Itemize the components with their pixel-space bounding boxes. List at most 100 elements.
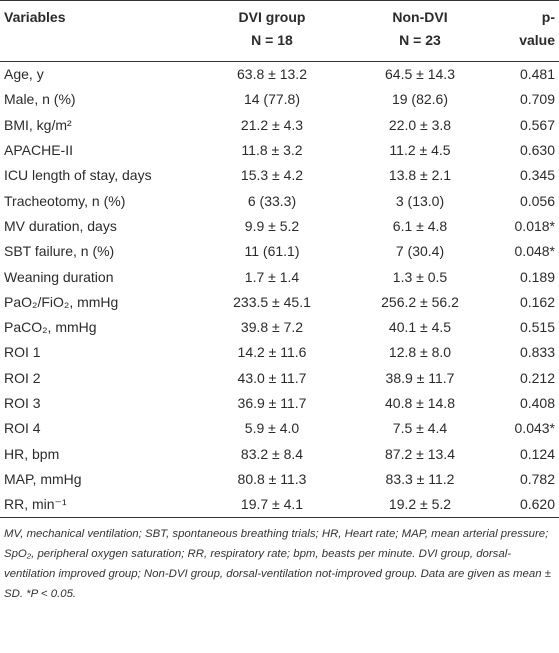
table-cell: 11.8 ± 3.2	[241, 142, 303, 159]
table-cell: 7 (30.4)	[395, 243, 445, 260]
table-cell: 19.7 ± 4.1	[240, 496, 304, 513]
table-cell: 0.162	[519, 293, 555, 310]
table-cell: 0.782	[519, 470, 555, 487]
table-cell: 0.408	[519, 395, 555, 411]
table-cell: 7.5 ± 4.4	[392, 420, 448, 437]
table-cell: 19 (82.6)	[391, 91, 449, 108]
table-cell: 5.9 ± 4.0	[244, 420, 300, 437]
table-cell: 1.7 ± 1.4	[244, 268, 300, 285]
table-cell: 19.2 ± 5.2	[388, 496, 452, 513]
table-footnote: MV, mechanical ventilation; SBT, spontan…	[4, 528, 551, 601]
table-row: Age, y 63.8 ± 13.2 64.5 ± 14.3 0.481	[0, 62, 559, 88]
table-cell: PaO₂/FiO₂, mmHg	[4, 293, 119, 310]
table-cell: HR, bpm	[4, 445, 60, 462]
table-cell: ROI 3	[4, 395, 41, 411]
table-cell: 83.3 ± 11.2	[385, 470, 455, 487]
table-row: MAP, mmHg 80.8 ± 11.3 83.3 ± 11.2 0.782	[0, 467, 559, 492]
table-cell: 233.5 ± 45.1	[233, 293, 311, 310]
table-cell: MAP, mmHg	[4, 470, 82, 487]
header-label: Variables	[4, 9, 66, 25]
table-cell: APACHE-II	[4, 142, 73, 159]
table-cell: 40.8 ± 14.8	[385, 395, 455, 411]
table-cell: 43.0 ± 11.7	[237, 369, 307, 386]
table-cell: MV duration, days	[4, 217, 117, 234]
table-body: Age, y 63.8 ± 13.2 64.5 ± 14.3 0.481 Male, n…	[0, 62, 559, 518]
table-cell: 6.1 ± 4.8	[392, 217, 448, 234]
table-cell: 64.5 ± 14.3	[385, 66, 455, 83]
header-cell: DVI group N = 18	[208, 0, 336, 62]
header-cell: Variables	[0, 0, 208, 62]
table-cell: 0.018*	[514, 217, 555, 234]
table-cell: 0.124	[519, 445, 555, 462]
table-cell: 0.056	[519, 192, 555, 209]
table-cell: Male, n (%)	[4, 91, 76, 108]
header-label: Non-DVI	[392, 9, 448, 25]
header-n: N = 18	[251, 32, 293, 48]
header-label: DVI group	[238, 9, 306, 25]
table-row: Male, n (%) 14 (77.8) 19 (82.6) 0.709	[0, 87, 559, 112]
table-row: RR, min⁻¹ 19.7 ± 4.1 19.2 ± 5.2 0.620	[0, 492, 559, 518]
table-cell: 11.2 ± 4.5	[389, 142, 451, 159]
table-cell: 0.189	[519, 268, 555, 285]
table-cell: 3 (13.0)	[395, 192, 445, 209]
table-cell: 39.8 ± 7.2	[240, 319, 304, 336]
table-cell: ROI 4	[4, 420, 41, 437]
table-cell: 0.620	[519, 496, 555, 513]
table-cell: ROI 1	[4, 344, 41, 361]
table-row: ROI 4 5.9 ± 4.0 7.5 ± 4.4 0.043*	[0, 416, 559, 441]
table-cell: 0.833	[519, 344, 555, 361]
table-cell: RR, min⁻¹	[4, 496, 67, 513]
header-n: N = 23	[399, 32, 441, 48]
table-cell: 15.3 ± 4.2	[240, 167, 304, 184]
table-row: APACHE-II 11.8 ± 3.2 11.2 ± 4.5 0.630	[0, 138, 559, 163]
table-row: SBT failure, n (%) 11 (61.1) 7 (30.4) 0.048…	[0, 239, 559, 264]
table-cell: 0.630	[519, 142, 555, 159]
table-cell: 21.2 ± 4.3	[240, 116, 304, 133]
table-cell: 87.2 ± 13.4	[385, 445, 455, 462]
table-row: HR, bpm 83.2 ± 8.4 87.2 ± 13.4 0.124	[0, 441, 559, 466]
table-cell: 0.043*	[514, 420, 555, 437]
table-cell: 12.8 ± 8.0	[388, 344, 452, 361]
header-cell: Non-DVI N = 23	[336, 0, 504, 62]
table-cell: ICU length of stay, days	[4, 167, 152, 184]
table-row: Weaning duration 1.7 ± 1.4 1.3 ± 0.5 0.189	[0, 264, 559, 289]
table-row: ROI 3 36.9 ± 11.7 40.8 ± 14.8 0.408	[0, 391, 559, 416]
table-cell: 9.9 ± 5.2	[244, 217, 300, 234]
header-row: Variables DVI group N = 18 Non-DVI N = 23 p-v…	[0, 0, 559, 62]
table-cell: Tracheotomy, n (%)	[4, 192, 126, 209]
table-row: ROI 2 43.0 ± 11.7 38.9 ± 11.7 0.212	[0, 366, 559, 391]
table-cell: 0.345	[519, 167, 555, 184]
table-cell: 80.8 ± 11.3	[237, 470, 307, 487]
table-cell: 0.048*	[514, 243, 555, 260]
table-cell: 11 (61.1)	[244, 243, 300, 260]
data-table: Variables DVI group N = 18 Non-DVI N = 23 p-v…	[0, 0, 559, 519]
table-cell: 0.515	[519, 319, 555, 336]
table-row: BMI, kg/m² 21.2 ± 4.3 22.0 ± 3.8 0.567	[0, 113, 559, 138]
table-cell: Age, y	[4, 66, 44, 83]
table-row: Tracheotomy, n (%) 6 (33.3) 3 (13.0) 0.056	[0, 188, 559, 213]
table-cell: 0.567	[519, 116, 555, 133]
table-row: ICU length of stay, days 15.3 ± 4.2 13.8 ±…	[0, 163, 559, 188]
table-cell: 40.1 ± 4.5	[388, 319, 452, 336]
table-cell: 14.2 ± 11.6	[237, 344, 307, 361]
table-row: PaO₂/FiO₂, mmHg 233.5 ± 45.1 256.2 ± 56.2 0…	[0, 290, 559, 315]
table-cell: 6 (33.3)	[247, 192, 297, 209]
table-cell: 63.8 ± 13.2	[237, 66, 307, 83]
table-cell: ROI 2	[4, 369, 41, 386]
table-cell: 0.709	[519, 91, 555, 108]
table-header: Variables DVI group N = 18 Non-DVI N = 23 p-v…	[0, 0, 559, 62]
header-label: p-value	[519, 9, 555, 48]
table-cell: 22.0 ± 3.8	[388, 116, 452, 133]
table-row: MV duration, days 9.9 ± 5.2 6.1 ± 4.8 0.018…	[0, 214, 559, 239]
table-cell: PaCO₂, mmHg	[4, 319, 97, 336]
table-cell: 256.2 ± 56.2	[381, 293, 459, 310]
table-cell: 0.481	[519, 66, 555, 83]
table-cell: 83.2 ± 8.4	[240, 445, 304, 462]
table-cell: 13.8 ± 2.1	[388, 167, 452, 184]
table-row: ROI 1 14.2 ± 11.6 12.8 ± 8.0 0.833	[0, 340, 559, 365]
table-cell: 1.3 ± 0.5	[392, 268, 448, 285]
table-cell: 0.212	[519, 369, 555, 386]
table-cell: 14 (77.8)	[243, 91, 301, 108]
header-cell: p-value	[504, 0, 559, 62]
